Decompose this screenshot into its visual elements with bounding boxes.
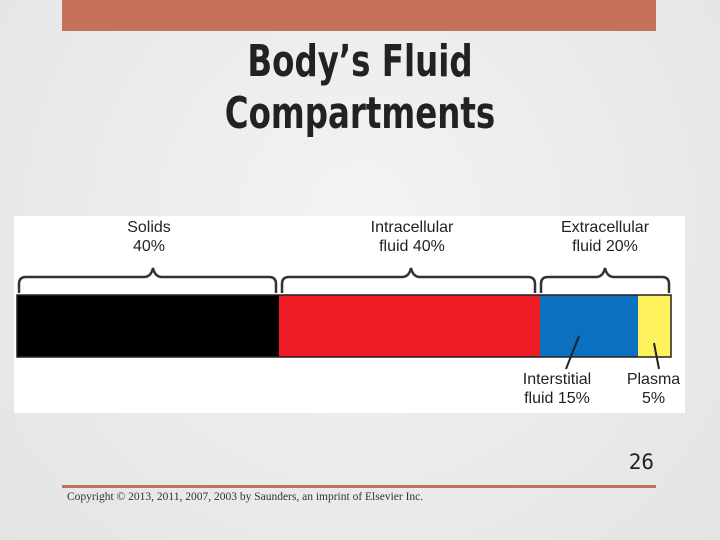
solids-label: Solids 40% [99, 218, 199, 256]
intracellular-label: Intracellular fluid 40% [352, 218, 472, 256]
plasma-pointer [653, 342, 660, 370]
interstitial-segment [540, 295, 638, 357]
intracellular-segment [279, 295, 540, 357]
diagram-svg [16, 267, 672, 370]
plasma-percent: 5% [641, 390, 666, 407]
plasma-label: Plasma 5% [622, 370, 685, 408]
page-number: 26 [628, 450, 654, 474]
solids-bracket [17, 267, 278, 293]
solids-percent: 40% [132, 238, 166, 255]
fluid-compartments-diagram: Solids 40% Intracellular fluid 40% Extra… [14, 216, 685, 413]
intracellular-percent: fluid 40% [379, 238, 445, 255]
interstitial-name: Interstitial [522, 371, 592, 388]
bar-outline [16, 294, 672, 358]
solids-name: Solids [127, 219, 171, 236]
extracellular-percent: fluid 20% [572, 238, 638, 255]
top-accent-bar [62, 0, 656, 31]
extracellular-label: Extracellular fluid 20% [545, 218, 665, 256]
interstitial-label: Interstitial fluid 15% [507, 370, 607, 408]
extracellular-name: Extracellular [560, 219, 650, 236]
title-line-1: Body’s Fluid [247, 36, 473, 87]
slide-title: Body’s Fluid Compartments [65, 36, 655, 140]
bottom-accent-rule [62, 485, 656, 488]
intracellular-name: Intracellular [370, 219, 454, 236]
interstitial-pointer [565, 335, 580, 370]
copyright-notice: Copyright © 2013, 2011, 2007, 2003 by Sa… [67, 491, 424, 503]
solids-segment [17, 295, 279, 357]
intracellular-bracket [280, 267, 537, 293]
extracellular-bracket [539, 267, 671, 293]
title-line-2: Compartments [224, 88, 496, 139]
interstitial-percent: fluid 15% [524, 390, 590, 407]
plasma-name: Plasma [626, 371, 681, 388]
